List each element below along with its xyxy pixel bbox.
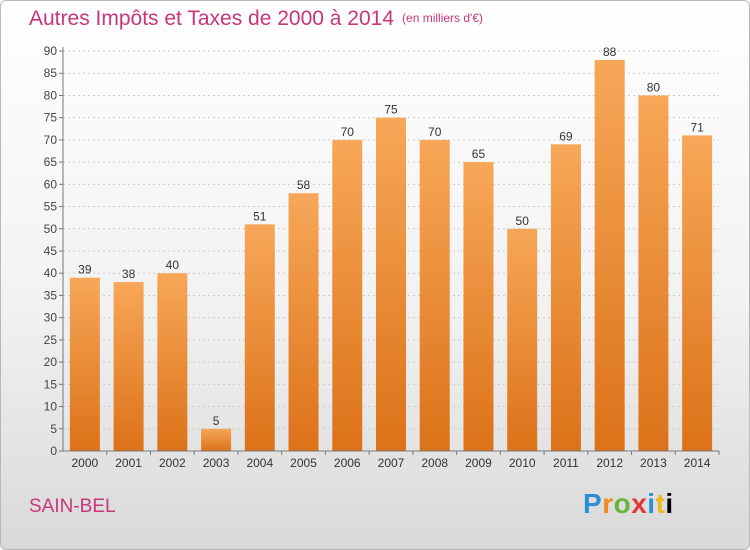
y-tick-label: 10 bbox=[44, 400, 58, 414]
data-label: 5 bbox=[213, 414, 220, 428]
y-tick-label: 15 bbox=[44, 377, 58, 391]
x-tick-label: 2011 bbox=[553, 456, 579, 470]
bar bbox=[201, 428, 232, 451]
y-tick-label: 30 bbox=[44, 311, 58, 325]
y-tick-label: 65 bbox=[44, 155, 58, 169]
x-tick-label: 2009 bbox=[465, 456, 492, 470]
bar bbox=[550, 144, 581, 452]
x-tick-label: 2000 bbox=[72, 456, 99, 470]
bar bbox=[507, 228, 538, 451]
proxiti-logo: Proxiti bbox=[583, 488, 674, 519]
data-label: 88 bbox=[603, 45, 617, 59]
y-tick-label: 5 bbox=[50, 422, 57, 436]
data-label: 58 bbox=[297, 178, 311, 192]
y-tick-label: 80 bbox=[44, 88, 58, 102]
y-tick-label: 90 bbox=[44, 44, 58, 58]
data-label: 38 bbox=[122, 267, 136, 281]
y-tick-label: 75 bbox=[44, 111, 58, 125]
x-tick-label: 2012 bbox=[596, 456, 623, 470]
y-tick-label: 85 bbox=[44, 66, 58, 80]
x-tick-label: 2002 bbox=[159, 456, 186, 470]
axis-layer: 0 5 10 15 20 25 30 35 40 45 50 55 60 65 70 75 80 85 90 2000… bbox=[44, 44, 720, 470]
y-tick-label: 40 bbox=[44, 266, 58, 280]
chart-title: Autres Impôts et Taxes de 2000 à 2014 (en… bbox=[29, 7, 483, 31]
bar bbox=[69, 277, 100, 451]
data-label: 71 bbox=[690, 120, 704, 134]
x-tick-label: 2001 bbox=[115, 456, 142, 470]
x-tick-label: 2010 bbox=[509, 456, 536, 470]
data-label: 50 bbox=[516, 214, 530, 228]
y-tick-label: 45 bbox=[44, 244, 58, 258]
bars-layer: 39 38 40 5 51 58 70 75 70 65 50 69 88 80 71 bbox=[69, 45, 713, 452]
y-tick-label: 25 bbox=[44, 333, 58, 347]
title-unit: (en milliers d'€) bbox=[402, 11, 484, 25]
bar bbox=[113, 282, 144, 451]
bar bbox=[244, 224, 275, 451]
y-tick-label: 55 bbox=[44, 200, 58, 214]
data-label: 65 bbox=[472, 147, 486, 161]
x-tick-label: 2003 bbox=[203, 456, 230, 470]
data-label: 70 bbox=[341, 125, 355, 139]
data-label: 51 bbox=[253, 209, 267, 223]
y-tick-label: 50 bbox=[44, 222, 58, 236]
bar bbox=[682, 135, 713, 451]
y-tick-label: 20 bbox=[44, 355, 58, 369]
data-label: 70 bbox=[428, 125, 442, 139]
bar bbox=[376, 117, 406, 452]
x-tick-label: 2014 bbox=[684, 456, 711, 470]
data-label: 80 bbox=[647, 80, 661, 94]
bar bbox=[594, 59, 625, 452]
y-tick-label: 0 bbox=[50, 444, 57, 458]
y-tick-label: 70 bbox=[44, 133, 58, 147]
title-text: Autres Impôts et Taxes de 2000 à 2014 bbox=[29, 7, 395, 30]
x-tick-label: 2007 bbox=[378, 456, 405, 470]
bar bbox=[419, 139, 450, 451]
bar bbox=[288, 193, 319, 451]
bar bbox=[157, 273, 188, 451]
bar bbox=[638, 95, 669, 451]
data-label: 69 bbox=[559, 129, 573, 143]
y-tick-label: 60 bbox=[44, 177, 58, 191]
data-label: 40 bbox=[166, 258, 180, 272]
x-tick-label: 2008 bbox=[421, 456, 448, 470]
bar bbox=[463, 162, 494, 451]
bar bbox=[332, 139, 363, 451]
place-name: SAIN-BEL bbox=[29, 496, 116, 517]
x-tick-label: 2013 bbox=[640, 456, 667, 470]
data-label: 75 bbox=[384, 103, 398, 117]
x-tick-label: 2005 bbox=[290, 456, 317, 470]
data-label: 39 bbox=[78, 263, 92, 277]
x-tick-label: 2004 bbox=[246, 456, 273, 470]
x-tick-label: 2006 bbox=[334, 456, 361, 470]
y-tick-label: 35 bbox=[44, 288, 58, 302]
